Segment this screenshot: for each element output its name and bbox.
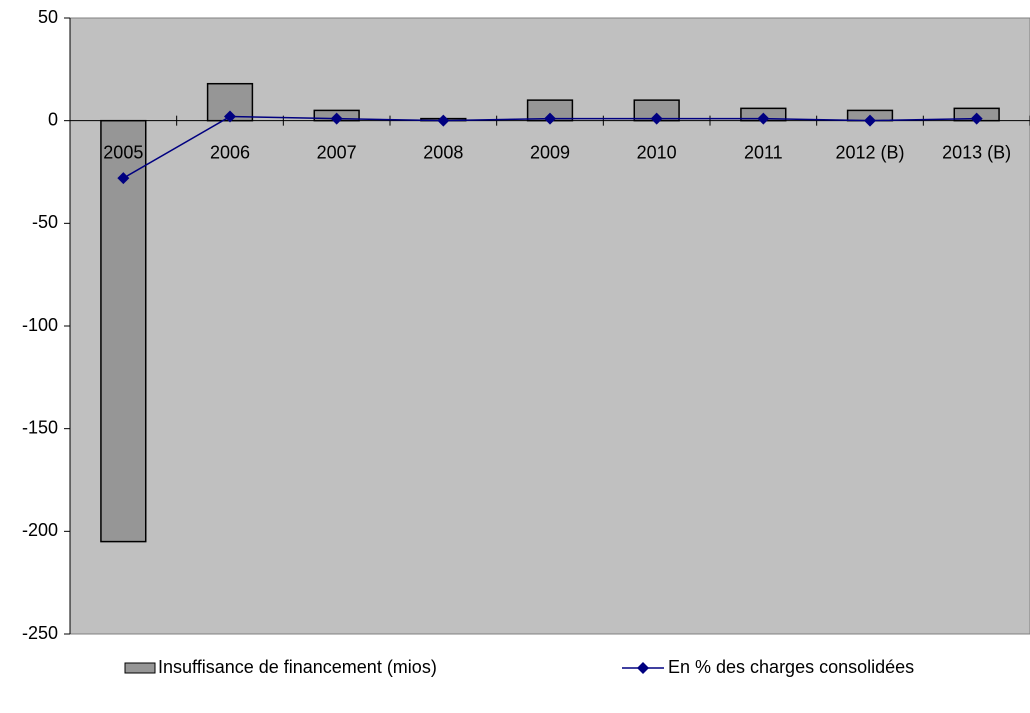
y-tick-label: -200	[22, 520, 58, 540]
y-tick-label: -250	[22, 623, 58, 643]
y-tick-label: 50	[38, 7, 58, 27]
x-tick-label: 2009	[530, 142, 570, 162]
x-tick-label: 2007	[317, 142, 357, 162]
bar	[100, 119, 147, 543]
marker	[330, 112, 343, 125]
marker	[117, 172, 130, 185]
legend-label: Insuffisance de financement (mios)	[158, 657, 437, 677]
legend-label: En % des charges consolidées	[668, 657, 914, 677]
marker	[970, 112, 983, 125]
legend-swatch	[124, 662, 156, 674]
x-tick-label: 2006	[210, 142, 250, 162]
x-tick-label: 2012 (B)	[835, 142, 904, 162]
y-tick-label: -100	[22, 315, 58, 335]
marker	[757, 112, 770, 125]
y-tick-label: -50	[32, 212, 58, 232]
y-tick-label: -150	[22, 417, 58, 437]
marker	[437, 114, 450, 127]
x-tick-label: 2005	[103, 142, 143, 162]
legend-marker	[637, 662, 649, 674]
x-tick-label: 2011	[744, 142, 783, 162]
marker	[544, 112, 556, 125]
marker	[224, 110, 236, 123]
marker	[864, 114, 876, 127]
marker	[650, 112, 663, 125]
x-tick-label: 2013 (B)	[942, 142, 1011, 162]
y-tick-label: 0	[48, 109, 58, 129]
x-tick-label: 2008	[423, 142, 463, 162]
x-tick-label: 2010	[637, 142, 677, 162]
